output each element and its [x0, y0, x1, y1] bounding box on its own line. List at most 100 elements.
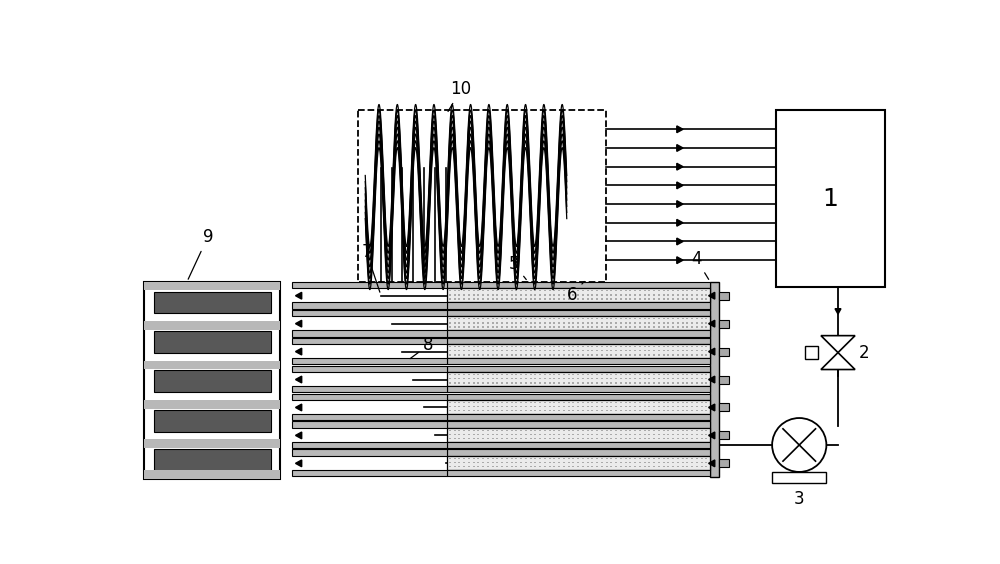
- Bar: [705, 430, 707, 431]
- Bar: [525, 298, 527, 299]
- Bar: [672, 406, 674, 407]
- Bar: [458, 298, 460, 299]
- Bar: [463, 294, 465, 296]
- Bar: [606, 402, 608, 403]
- Bar: [644, 298, 646, 299]
- Bar: [144, 321, 280, 330]
- Bar: [534, 346, 536, 347]
- Bar: [644, 374, 646, 375]
- Bar: [620, 290, 622, 292]
- Bar: [663, 462, 665, 463]
- Bar: [534, 294, 536, 296]
- Bar: [610, 382, 612, 384]
- Bar: [468, 354, 470, 355]
- Bar: [663, 290, 665, 292]
- Bar: [634, 298, 636, 299]
- Bar: [634, 318, 636, 319]
- Bar: [496, 354, 498, 355]
- Bar: [620, 346, 622, 347]
- Bar: [696, 466, 698, 468]
- Bar: [515, 318, 517, 319]
- Bar: [539, 434, 541, 435]
- Bar: [544, 457, 546, 459]
- Bar: [705, 374, 707, 375]
- Bar: [482, 326, 484, 328]
- Bar: [454, 318, 456, 319]
- Bar: [596, 290, 598, 292]
- Bar: [696, 430, 698, 431]
- Bar: [667, 434, 669, 435]
- Bar: [473, 462, 475, 463]
- Bar: [487, 434, 489, 435]
- Bar: [582, 462, 584, 463]
- Bar: [463, 378, 465, 380]
- Bar: [468, 457, 470, 459]
- Bar: [539, 294, 541, 296]
- Bar: [606, 406, 608, 407]
- Bar: [482, 318, 484, 319]
- Bar: [449, 350, 451, 351]
- Bar: [615, 382, 617, 384]
- Bar: [639, 298, 641, 299]
- Bar: [553, 290, 555, 292]
- Bar: [672, 318, 674, 319]
- Bar: [606, 382, 608, 384]
- Bar: [539, 326, 541, 328]
- Bar: [691, 294, 693, 296]
- Bar: [615, 406, 617, 407]
- Bar: [563, 350, 565, 351]
- Bar: [620, 457, 622, 459]
- Bar: [677, 378, 679, 380]
- Bar: [449, 457, 451, 459]
- Bar: [477, 430, 479, 431]
- Polygon shape: [709, 292, 715, 299]
- Bar: [520, 406, 522, 407]
- Bar: [705, 290, 707, 292]
- Bar: [610, 406, 612, 407]
- Bar: [544, 466, 546, 468]
- Bar: [473, 374, 475, 375]
- Bar: [449, 382, 451, 384]
- Bar: [677, 294, 679, 296]
- Bar: [477, 346, 479, 347]
- Bar: [634, 382, 636, 384]
- Bar: [606, 350, 608, 351]
- Bar: [696, 462, 698, 463]
- Bar: [686, 346, 688, 347]
- Bar: [587, 298, 589, 299]
- Bar: [663, 322, 665, 324]
- Bar: [577, 318, 579, 319]
- Bar: [658, 410, 660, 412]
- Bar: [515, 354, 517, 355]
- Bar: [667, 462, 669, 463]
- Bar: [629, 402, 631, 403]
- Bar: [473, 378, 475, 380]
- Bar: [563, 406, 565, 407]
- Bar: [610, 438, 612, 439]
- Bar: [520, 326, 522, 328]
- Bar: [606, 322, 608, 324]
- Bar: [644, 382, 646, 384]
- Bar: [539, 298, 541, 299]
- Bar: [653, 298, 655, 299]
- Bar: [577, 462, 579, 463]
- Bar: [473, 318, 475, 319]
- Bar: [463, 326, 465, 328]
- Bar: [515, 402, 517, 403]
- Bar: [667, 326, 669, 328]
- Bar: [549, 378, 551, 380]
- Bar: [534, 298, 536, 299]
- Bar: [568, 466, 570, 468]
- Polygon shape: [709, 320, 715, 327]
- Bar: [682, 322, 684, 324]
- Bar: [677, 290, 679, 292]
- Bar: [530, 378, 532, 380]
- Bar: [667, 402, 669, 403]
- Bar: [587, 406, 589, 407]
- Bar: [582, 382, 584, 384]
- Bar: [667, 406, 669, 407]
- Bar: [587, 346, 589, 347]
- Bar: [620, 322, 622, 324]
- Bar: [468, 410, 470, 412]
- Bar: [696, 290, 698, 292]
